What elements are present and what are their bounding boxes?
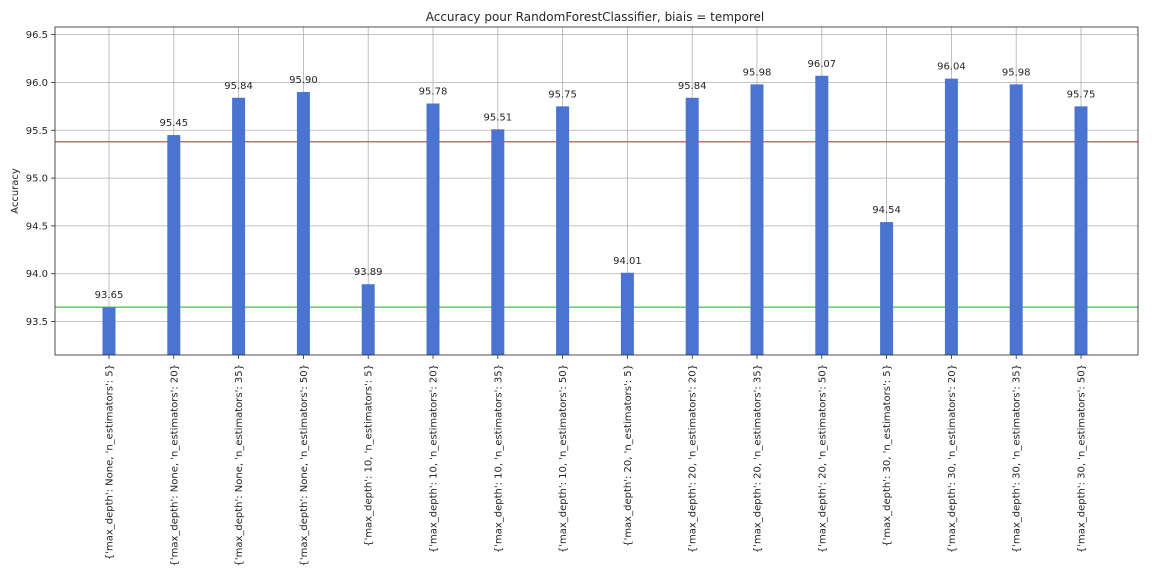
- chart-title: Accuracy pour RandomForestClassifier, bi…: [426, 10, 765, 24]
- bar-value-label: 94.54: [872, 205, 901, 216]
- x-ticks: {'max_depth': None, 'n_estimators': 5} {'…: [105, 355, 1088, 567]
- bar-value-label: 95.78: [419, 87, 448, 98]
- bar: [426, 103, 440, 355]
- x-tick-label: {'max_depth': 10, 'n_estimators': 20}: [429, 364, 440, 553]
- y-tick-label: 95.0: [26, 174, 48, 185]
- bar-value-label: 95.75: [1067, 89, 1096, 100]
- bar-value-label: 95.75: [548, 89, 577, 100]
- bar-value-label: 95.84: [224, 81, 253, 92]
- bar-value-label: 95.98: [743, 67, 772, 78]
- bar-value-label: 93.65: [95, 290, 124, 301]
- bar: [620, 272, 634, 355]
- bar: [750, 84, 764, 355]
- bar: [880, 222, 894, 355]
- x-tick-label: {'max_depth': 30, 'n_estimators': 50}: [1077, 364, 1088, 553]
- x-tick-label: {'max_depth': None, 'n_estimators': 50}: [299, 364, 310, 567]
- x-tick-label: {'max_depth': None, 'n_estimators': 35}: [234, 364, 245, 567]
- bar: [1074, 106, 1088, 355]
- y-ticks: 93.5 94.0 94.5 95.0 95.5 96.0 96.5: [26, 30, 55, 328]
- grid-layer: [55, 27, 1138, 355]
- x-tick-label: {'max_depth': 20, 'n_estimators': 5}: [623, 364, 634, 547]
- plot-frame: [54, 26, 1139, 356]
- bar: [556, 106, 570, 355]
- y-tick-label: 96.5: [26, 30, 48, 41]
- y-tick-label: 95.5: [26, 126, 48, 137]
- x-tick-label: {'max_depth': 20, 'n_estimators': 35}: [753, 364, 764, 553]
- bar-value-label: 95.84: [678, 81, 707, 92]
- x-tick-label: {'max_depth': 20, 'n_estimators': 50}: [817, 364, 828, 553]
- x-tick-label: {'max_depth': 30, 'n_estimators': 35}: [1012, 364, 1023, 553]
- bar: [944, 78, 958, 355]
- bar: [1009, 84, 1023, 355]
- y-tick-label: 96.0: [26, 78, 48, 89]
- bar-value-label: 94.01: [613, 256, 642, 267]
- bar-value-label: 93.89: [354, 267, 383, 278]
- x-tick-label: {'max_depth': 10, 'n_estimators': 5}: [364, 364, 375, 547]
- y-tick-label: 94.5: [26, 221, 48, 232]
- x-tick-label: {'max_depth': None, 'n_estimators': 20}: [169, 364, 180, 567]
- bar: [232, 97, 246, 355]
- bar: [102, 307, 116, 355]
- bar: [685, 97, 699, 355]
- x-tick-label: {'max_depth': 30, 'n_estimators': 20}: [947, 364, 958, 553]
- x-tick-label: {'max_depth': None, 'n_estimators': 5}: [105, 364, 116, 560]
- bar-value-label: 96.04: [937, 62, 966, 73]
- reference-lines: [55, 140, 1138, 308]
- bar: [361, 284, 375, 355]
- y-tick-label: 93.5: [26, 317, 48, 328]
- bar: [491, 129, 505, 355]
- x-tick-label: {'max_depth': 20, 'n_estimators': 20}: [688, 364, 699, 553]
- bar-value-label: 95.98: [1002, 67, 1031, 78]
- bar-value-label: 95.45: [159, 118, 188, 129]
- x-tick-label: {'max_depth': 10, 'n_estimators': 35}: [493, 364, 504, 553]
- x-tick-label: {'max_depth': 30, 'n_estimators': 5}: [882, 364, 893, 547]
- bar-value-label: 96.07: [807, 59, 836, 70]
- bar: [296, 92, 310, 355]
- bar-value-label: 95.51: [483, 112, 512, 123]
- data-labels: 93.65 95.45 95.84 95.90 93.89 95.78 95.51 95.75…: [95, 59, 1096, 301]
- bar: [815, 75, 829, 355]
- bar: [167, 135, 181, 355]
- x-tick-label: {'max_depth': 10, 'n_estimators': 50}: [558, 364, 569, 553]
- bar-value-label: 95.90: [289, 75, 318, 86]
- y-axis-label: Accuracy: [10, 168, 21, 214]
- y-tick-label: 94.0: [26, 269, 48, 280]
- bars: [102, 75, 1088, 355]
